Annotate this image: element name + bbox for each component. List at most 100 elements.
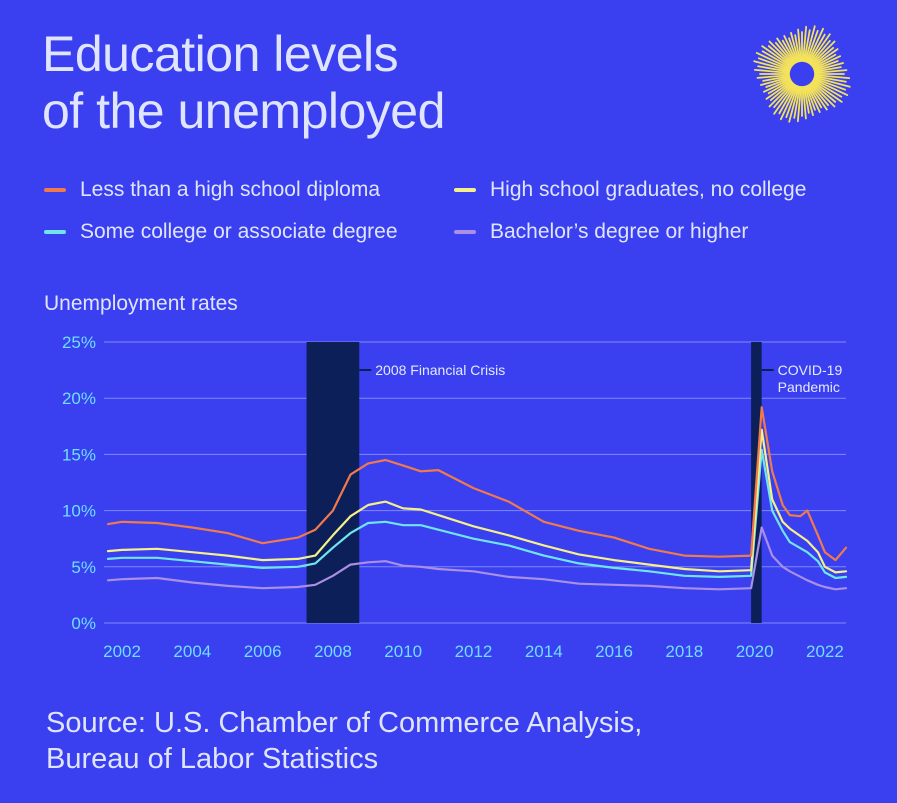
logo-ray [761,45,793,68]
logo-ray [813,75,847,83]
logo-ray [803,29,811,63]
logo-ray [773,83,795,109]
logo-ray [753,60,791,72]
logo-ray [811,48,839,68]
logo-ray [781,39,797,64]
logo-ray [761,50,792,69]
legend-swatch [454,188,476,192]
logo-ray [756,74,790,79]
logo-ray [778,84,797,115]
legend: Less than a high school diploma High sch… [44,178,864,258]
title-line-1: Education levels [42,26,399,82]
logo-ray [797,28,802,62]
x-tick-label: 2006 [244,642,282,661]
y-axis-title: Unemployment rates [44,292,238,315]
logo-ray [807,84,823,109]
logo-ray [809,39,831,65]
logo-ray [814,74,851,80]
logo-ray [793,85,801,119]
logo-ray [811,46,835,67]
logo-ray [762,78,792,93]
logo-ray [807,33,826,64]
annotation-label: Pandemic [778,379,840,395]
x-tick-label: 2012 [455,642,493,661]
logo-ray [788,85,800,123]
logo-ray [808,83,828,111]
logo-ray [760,76,791,86]
logo-ray [769,81,793,102]
logo-ray [768,40,794,66]
legend-swatch [44,230,66,234]
y-tick-label: 15% [62,445,96,464]
logo-ray [812,55,842,70]
series-line-0 [106,406,848,562]
logo-ray [803,85,810,114]
x-tick-label: 2008 [314,642,352,661]
source-line-2: Bureau of Labor Statistics [46,743,379,775]
series-line-1 [106,428,848,574]
series-line-2 [106,448,848,580]
y-tick-label: 5% [71,558,96,577]
x-tick-label: 2002 [103,642,141,661]
logo-ray [813,62,844,72]
logo-ray [788,37,799,63]
x-tick-label: 2018 [665,642,703,661]
annotation-label: 2008 Financial Crisis [375,362,505,378]
logo-ray [773,83,796,115]
logo-ray [814,69,848,74]
logo-ray [794,34,801,63]
logo-ray [809,83,830,107]
unemployment-line-chart: 0% 5% 10% 15% 20% 25% 2002 2004 2006 2008 2010 2012… [62,333,848,661]
logo-ray [776,37,796,65]
chart-title: Education levels of the unemployed [42,26,445,140]
logo-ray [755,51,792,70]
logo-ray [762,75,791,82]
logo-ray [810,40,836,66]
logo-ray [813,76,851,88]
logo-ray [779,84,798,121]
logo-ray [765,77,791,88]
logo-ray [812,79,843,98]
logo-ray [767,79,792,95]
logo-ray [753,68,790,74]
logo-ray [804,85,814,116]
y-tick-label: 25% [62,333,96,352]
legend-swatch [454,230,476,234]
logo-ray [774,41,795,65]
logo-ray [783,34,798,64]
annotation-label: COVID-19 [778,362,843,378]
legend-label: High school graduates, no college [490,178,807,201]
legend-label: Bachelor’s degree or higher [490,220,749,243]
logo-ray [811,80,843,103]
logo-ray [810,82,836,108]
logo-ray [768,82,794,108]
legend-swatch [44,188,66,192]
logo-ray [804,25,816,63]
x-tick-label: 2022 [806,642,844,661]
logo-ray [813,60,839,71]
logo-ray [813,77,847,91]
y-tick-label: 0% [71,614,96,633]
logo-ray [785,85,799,119]
logo-ray [811,81,837,103]
logo-ray [790,32,800,63]
legend-item-less-than-high-school: Less than a high school diploma [44,178,380,202]
annotation-band [306,342,360,623]
logo-ray [765,80,793,100]
logo-ray [802,25,808,62]
title-line-2: of the unemployed [42,83,445,139]
legend-item-bachelors: Bachelor’s degree or higher [454,220,748,244]
y-tick-label: 10% [62,502,96,521]
y-tick-label: 20% [62,389,96,408]
x-tick-label: 2016 [595,642,633,661]
x-tick-label: 2004 [173,642,211,661]
logo-ray [808,33,831,65]
logo-ray [806,27,825,64]
series-line-3 [106,526,848,591]
source-line-1: Source: U.S. Chamber of Commerce Analysi… [46,707,643,739]
logo-ray [757,57,791,71]
legend-item-some-college: Some college or associate degree [44,220,398,244]
logo-ray [796,86,802,123]
logo-ray [757,65,791,73]
logo-ray [812,78,849,97]
